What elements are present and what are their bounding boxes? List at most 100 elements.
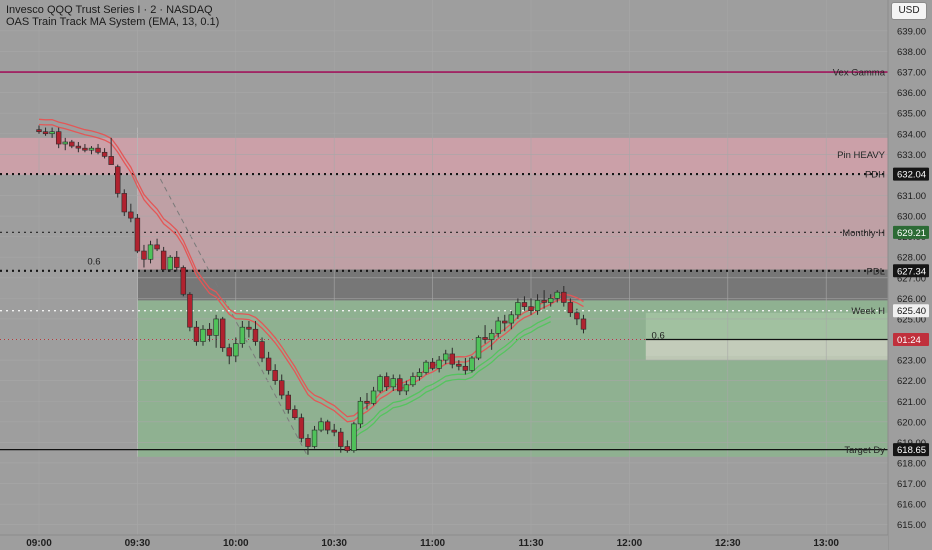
price-tick-label: 636.00 (897, 88, 926, 99)
candle-body (219, 318, 226, 349)
price-tick-label: 623.00 (897, 356, 926, 367)
candle-body (279, 380, 285, 396)
candle-body (305, 437, 311, 447)
candle-body (180, 267, 187, 295)
indicator-title: OAS Train Track MA System (EMA, 13, 0.1) (6, 16, 220, 28)
price-tick-label: 635.00 (897, 109, 926, 120)
candle-body (338, 431, 344, 447)
price-tick-label: 628.00 (897, 253, 926, 264)
candle-body (154, 244, 160, 250)
candle-body (416, 372, 423, 377)
price-tick-label: 627.00 (897, 273, 926, 284)
candle-body (121, 193, 127, 213)
time-tick-label: 11:30 (518, 538, 543, 549)
candle-body (390, 378, 396, 388)
price-tick-label: 616.00 (897, 500, 926, 511)
candle-body (383, 376, 390, 388)
candle-body (449, 353, 455, 365)
level-label: Target Dy (844, 445, 885, 456)
candle-body (515, 302, 521, 316)
candle-body (246, 326, 252, 330)
price-tick-label: 622.00 (897, 376, 926, 387)
candle-body (403, 384, 410, 392)
currency-button[interactable]: USD (891, 2, 927, 20)
candle-body (495, 320, 501, 334)
candle-body (410, 376, 416, 386)
candle-body (101, 151, 108, 157)
candle-body (298, 417, 305, 439)
candle-body (265, 357, 272, 371)
candle-body (370, 390, 377, 404)
candle-body (259, 341, 265, 359)
level-label: Vex Gamma (833, 68, 886, 79)
time-tick-label: 12:00 (617, 538, 643, 549)
price-tick-label: 626.00 (897, 294, 926, 305)
time-axis-bg (0, 535, 888, 550)
candle-body (36, 129, 42, 132)
ema-rail-green (353, 315, 551, 434)
price-tick-label: 631.00 (897, 191, 926, 202)
candle-body (397, 378, 403, 392)
price-badge (893, 167, 929, 181)
price-badge-label: 632.04 (897, 170, 926, 181)
candle-body (69, 141, 75, 147)
time-tick-label: 11:00 (420, 538, 445, 549)
candle-body (233, 343, 239, 357)
candle-body (134, 217, 141, 252)
candle-body (547, 298, 554, 303)
price-badge-label: 625.40 (897, 306, 926, 317)
candle-body (574, 312, 580, 320)
level-label: Pin HEAVY (837, 150, 886, 161)
candle-body (567, 302, 574, 314)
time-axis: 09:00 09:30 10:00 10:30 11:00 11:30 12:00 12:30… (0, 534, 888, 550)
price-tick-label: 637.00 (897, 68, 926, 79)
fib-label: 0.6 (652, 331, 665, 342)
candle-body (502, 320, 508, 324)
candle-body (482, 337, 488, 340)
candle-body (436, 359, 442, 369)
candle-body (75, 145, 82, 149)
candle-body (324, 421, 331, 431)
price-tick-label: 633.00 (897, 150, 926, 161)
pin-zone-band (0, 137, 888, 175)
time-tick-label: 10:30 (321, 538, 347, 549)
candle-body (42, 131, 49, 135)
candle-body (187, 293, 193, 328)
price-tick-label: 638.00 (897, 47, 926, 58)
price-badge (893, 225, 929, 239)
candle-body (82, 147, 88, 151)
price-badge (893, 304, 929, 318)
price-tick-label: 618.00 (897, 458, 926, 469)
candle-body (456, 363, 462, 367)
candle-body (508, 314, 515, 324)
price-tick-label: 625.00 (897, 314, 926, 325)
candle-body (488, 333, 495, 340)
candle-body (174, 256, 180, 268)
candle-body (364, 400, 370, 404)
candle-body (49, 131, 55, 135)
price-tick-label: 615.00 (897, 520, 926, 531)
price-badge (893, 333, 929, 347)
candles (36, 125, 587, 455)
candle-body (331, 429, 337, 433)
price-axis: 615.00616.00617.00618.00619.00620.00621.… (887, 0, 932, 550)
time-tick-label: 10:00 (223, 538, 249, 549)
price-tick-label: 621.00 (897, 397, 926, 408)
candle-body (147, 244, 154, 260)
candle-body (357, 400, 364, 425)
level-label: Week H (851, 306, 885, 317)
candle-body (167, 256, 173, 270)
candle-body (88, 147, 95, 151)
candle-body (344, 446, 351, 451)
level-lines: Vex Gamma Pin HEAVY PDH Monthly H PDL Week H T… (0, 68, 888, 456)
candle-body (128, 211, 134, 219)
candle-body (226, 347, 232, 357)
candle-body (469, 357, 475, 371)
candle-body (213, 318, 219, 336)
time-tick-label: 13:00 (813, 538, 839, 549)
candle-body (311, 429, 318, 447)
price-badge-label: 01:24 (897, 335, 921, 346)
candle-body (141, 250, 147, 260)
candle-body (206, 328, 213, 336)
